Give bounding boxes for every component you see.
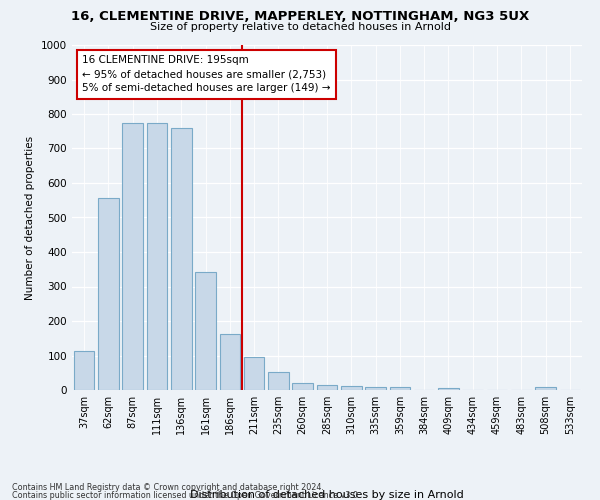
Bar xyxy=(244,356,265,390)
Bar xyxy=(98,198,119,390)
Text: 16 CLEMENTINE DRIVE: 195sqm
← 95% of detached houses are smaller (2,753)
5% of s: 16 CLEMENTINE DRIVE: 195sqm ← 95% of det… xyxy=(82,56,331,94)
Bar xyxy=(389,386,410,390)
Text: 16, CLEMENTINE DRIVE, MAPPERLEY, NOTTINGHAM, NG3 5UX: 16, CLEMENTINE DRIVE, MAPPERLEY, NOTTING… xyxy=(71,10,529,23)
Bar xyxy=(146,122,167,390)
Bar xyxy=(268,372,289,390)
Bar xyxy=(365,386,386,390)
Bar xyxy=(535,386,556,390)
X-axis label: Distribution of detached houses by size in Arnold: Distribution of detached houses by size … xyxy=(190,490,464,500)
Text: Contains HM Land Registry data © Crown copyright and database right 2024.: Contains HM Land Registry data © Crown c… xyxy=(12,482,324,492)
Text: Contains public sector information licensed under the Open Government Licence v3: Contains public sector information licen… xyxy=(12,491,361,500)
Bar xyxy=(122,122,143,390)
Bar xyxy=(317,385,337,390)
Bar xyxy=(341,386,362,390)
Bar xyxy=(438,388,459,390)
Bar xyxy=(74,352,94,390)
Bar xyxy=(220,334,240,390)
Y-axis label: Number of detached properties: Number of detached properties xyxy=(25,136,35,300)
Bar xyxy=(195,272,216,390)
Bar xyxy=(292,383,313,390)
Text: Size of property relative to detached houses in Arnold: Size of property relative to detached ho… xyxy=(149,22,451,32)
Bar xyxy=(171,128,191,390)
